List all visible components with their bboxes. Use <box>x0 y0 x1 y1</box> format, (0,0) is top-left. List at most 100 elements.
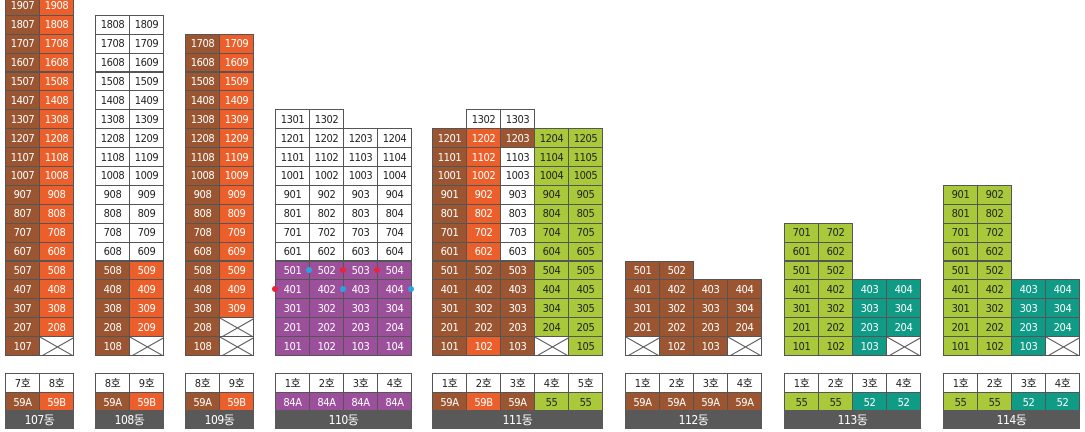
unit-cell: 1709 <box>129 33 164 54</box>
unit-cell: 303 <box>1011 298 1046 319</box>
unit-cell: 503 <box>500 260 535 281</box>
unit-cell: 1808 <box>39 14 74 35</box>
unit-cell: 201 <box>625 317 660 338</box>
unit-cell: 105 <box>568 336 603 356</box>
unit-cell: 709 <box>219 222 254 243</box>
unit-cell: 1203 <box>500 128 535 149</box>
legend-unit-type: 55 <box>568 392 603 412</box>
unit-cell: 302 <box>659 298 694 319</box>
unit-cell: 701 <box>275 222 310 243</box>
unit-cell: 1208 <box>39 128 74 149</box>
empty-x-icon <box>728 337 761 355</box>
unit-cell: 1104 <box>377 147 412 167</box>
unit-cell: 103 <box>343 336 378 356</box>
legend-unit-number: 3호 <box>1011 373 1046 393</box>
unit-cell: 402 <box>466 279 501 300</box>
unit-cell: 807 <box>5 203 40 224</box>
unit-cell: 404 <box>886 279 921 300</box>
unit-cell: 101 <box>432 336 467 356</box>
legend-unit-number: 8호 <box>39 373 74 393</box>
legend-unit-number: 3호 <box>343 373 378 393</box>
unit-cell: 404 <box>727 279 762 300</box>
unit-cell: 904 <box>377 184 412 205</box>
unit-cell: 803 <box>343 203 378 224</box>
unit-cell: 904 <box>534 184 569 205</box>
unit-cell: 1508 <box>185 71 220 92</box>
unit-cell: 403 <box>1011 279 1046 300</box>
unit-cell: 1103 <box>343 147 378 167</box>
unit-cell: 502 <box>977 260 1012 281</box>
marker-dot-icon <box>408 285 414 292</box>
marker-dot-icon <box>306 266 312 273</box>
legend-unit-number: 4호 <box>534 373 569 393</box>
unit-cell: 208 <box>39 317 74 338</box>
unit-cell: 602 <box>309 241 344 262</box>
unit-cell: 1104 <box>534 147 569 167</box>
legend-unit-number: 1호 <box>625 373 660 393</box>
unit-cell: 1207 <box>5 128 40 149</box>
empty-unit <box>625 336 660 356</box>
unit-cell: 1609 <box>129 52 164 73</box>
unit-cell: 302 <box>309 298 344 319</box>
unit-cell: 1209 <box>219 128 254 149</box>
unit-cell: 103 <box>852 336 887 356</box>
legend-unit-number: 8호 <box>95 373 130 393</box>
empty-x-icon <box>535 337 568 355</box>
legend-unit-number: 4호 <box>377 373 412 393</box>
unit-cell: 602 <box>818 241 853 262</box>
unit-cell: 103 <box>1011 336 1046 356</box>
legend-unit-type: 52 <box>852 392 887 412</box>
unit-cell: 601 <box>432 241 467 262</box>
legend-unit-type: 59A <box>5 392 40 412</box>
unit-cell: 702 <box>309 222 344 243</box>
unit-cell: 1408 <box>95 90 130 111</box>
unit-cell: 1509 <box>219 71 254 92</box>
unit-cell: 608 <box>95 241 130 262</box>
empty-unit <box>534 336 569 356</box>
unit-cell: 203 <box>1011 317 1046 338</box>
unit-cell: 1708 <box>39 33 74 54</box>
legend-unit-number: 8호 <box>185 373 220 393</box>
unit-cell: 1003 <box>343 166 378 186</box>
unit-cell: 1205 <box>568 128 603 149</box>
unit-cell: 801 <box>943 203 978 224</box>
unit-cell: 1308 <box>185 109 220 130</box>
unit-cell: 408 <box>95 279 130 300</box>
unit-cell: 209 <box>129 317 164 338</box>
unit-cell: 1508 <box>95 71 130 92</box>
unit-cell: 1004 <box>377 166 412 186</box>
unit-cell: 1102 <box>309 147 344 167</box>
unit-cell: 809 <box>219 203 254 224</box>
unit-cell: 509 <box>129 260 164 281</box>
unit-cell: 203 <box>693 317 728 338</box>
unit-cell: 1508 <box>39 71 74 92</box>
unit-cell: 703 <box>343 222 378 243</box>
unit-cell: 1708 <box>185 33 220 54</box>
empty-x-icon <box>130 337 163 355</box>
unit-cell: 308 <box>95 298 130 319</box>
unit-cell: 803 <box>500 203 535 224</box>
marker-dot-icon <box>272 285 278 292</box>
unit-cell: 1609 <box>219 52 254 73</box>
unit-cell: 401 <box>943 279 978 300</box>
legend-unit-type: 55 <box>943 392 978 412</box>
unit-cell: 1907 <box>5 0 40 16</box>
unit-cell: 701 <box>943 222 978 243</box>
unit-cell: 609 <box>129 241 164 262</box>
unit-cell: 1105 <box>568 147 603 167</box>
unit-cell: 1001 <box>275 166 310 186</box>
legend-unit-number: 2호 <box>466 373 501 393</box>
unit-cell: 509 <box>219 260 254 281</box>
empty-x-icon <box>887 337 920 355</box>
unit-cell: 208 <box>95 317 130 338</box>
unit-cell: 103 <box>500 336 535 356</box>
unit-cell: 608 <box>39 241 74 262</box>
unit-cell: 1202 <box>309 128 344 149</box>
unit-cell: 609 <box>219 241 254 262</box>
unit-cell: 1001 <box>432 166 467 186</box>
unit-cell: 301 <box>943 298 978 319</box>
legend-unit-number: 3호 <box>693 373 728 393</box>
unit-cell: 205 <box>568 317 603 338</box>
unit-cell: 602 <box>466 241 501 262</box>
unit-cell: 204 <box>1045 317 1080 338</box>
